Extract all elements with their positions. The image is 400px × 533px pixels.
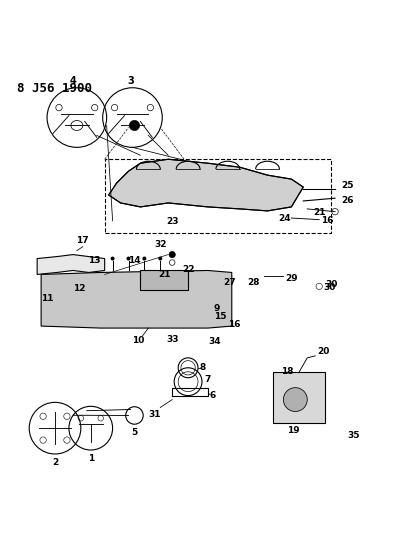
Text: 7: 7 (204, 375, 210, 384)
Text: 32: 32 (154, 240, 166, 248)
Circle shape (142, 256, 146, 261)
Circle shape (284, 387, 307, 411)
Text: 23: 23 (166, 217, 178, 226)
Text: 27: 27 (224, 278, 236, 287)
Text: 25: 25 (341, 181, 354, 190)
Text: 22: 22 (182, 264, 195, 273)
Text: 30: 30 (323, 283, 336, 292)
Text: 35: 35 (347, 431, 360, 440)
Text: 26: 26 (341, 197, 354, 205)
Circle shape (111, 256, 114, 261)
Circle shape (126, 256, 130, 261)
Circle shape (129, 120, 140, 131)
Text: 33: 33 (166, 335, 179, 344)
Text: 34: 34 (208, 337, 220, 346)
Text: 6: 6 (210, 391, 216, 400)
Text: 17: 17 (76, 236, 89, 245)
Text: 15: 15 (214, 312, 226, 321)
Circle shape (169, 252, 175, 258)
Text: 8 J56 1900: 8 J56 1900 (17, 82, 92, 95)
Text: 5: 5 (131, 428, 138, 437)
Polygon shape (37, 255, 105, 274)
Text: 21: 21 (313, 208, 326, 217)
Text: 13: 13 (88, 255, 101, 264)
Text: 24: 24 (279, 214, 291, 223)
Text: 16: 16 (228, 320, 240, 329)
Text: 1: 1 (88, 454, 94, 463)
Text: 11: 11 (41, 294, 53, 303)
Polygon shape (41, 270, 232, 328)
Text: 21: 21 (158, 270, 170, 279)
Text: 8: 8 (200, 364, 206, 372)
Text: 18: 18 (281, 367, 294, 376)
FancyBboxPatch shape (274, 372, 325, 423)
Text: 9: 9 (214, 304, 220, 313)
Text: 16: 16 (321, 216, 334, 225)
Polygon shape (109, 159, 303, 211)
Text: 12: 12 (72, 285, 85, 293)
Text: 19: 19 (287, 426, 300, 435)
Text: 14: 14 (128, 255, 141, 264)
Text: 3: 3 (127, 76, 134, 86)
Text: 31: 31 (148, 410, 160, 419)
Polygon shape (140, 270, 188, 290)
Circle shape (158, 256, 162, 261)
Text: 20: 20 (317, 348, 330, 357)
Text: 30: 30 (325, 280, 338, 289)
Text: 4: 4 (70, 76, 76, 86)
Text: 28: 28 (247, 278, 260, 287)
Text: 10: 10 (132, 336, 145, 345)
Text: 2: 2 (52, 458, 58, 467)
Text: 29: 29 (286, 274, 298, 283)
